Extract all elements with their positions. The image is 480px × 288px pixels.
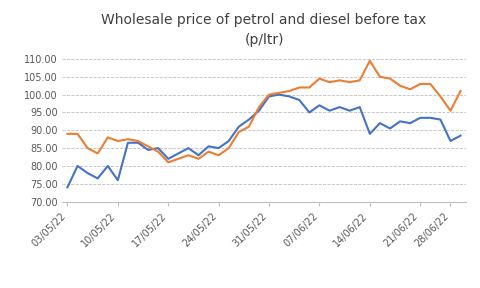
Diesel bbox=[195, 157, 201, 160]
Line: Petrol: Petrol bbox=[67, 95, 460, 187]
Diesel bbox=[205, 150, 211, 154]
Diesel bbox=[427, 82, 433, 86]
Petrol bbox=[407, 122, 413, 125]
Diesel bbox=[457, 89, 463, 93]
Petrol bbox=[84, 171, 90, 175]
Petrol bbox=[195, 154, 201, 157]
Petrol bbox=[457, 134, 463, 137]
Petrol bbox=[155, 146, 161, 150]
Petrol bbox=[357, 105, 362, 109]
Diesel bbox=[377, 75, 383, 79]
Petrol bbox=[246, 118, 252, 121]
Petrol bbox=[145, 148, 151, 151]
Petrol bbox=[236, 125, 241, 128]
Petrol bbox=[266, 95, 272, 98]
Title: Wholesale price of petrol and diesel before tax
(p/ltr): Wholesale price of petrol and diesel bef… bbox=[101, 13, 427, 46]
Diesel bbox=[125, 137, 131, 141]
Diesel bbox=[276, 91, 282, 94]
Petrol bbox=[135, 141, 141, 145]
Diesel bbox=[185, 154, 191, 157]
Petrol bbox=[74, 164, 80, 168]
Line: Diesel: Diesel bbox=[67, 61, 460, 162]
Petrol bbox=[347, 109, 352, 112]
Petrol bbox=[185, 146, 191, 150]
Diesel bbox=[296, 86, 302, 89]
Petrol bbox=[447, 139, 453, 143]
Diesel bbox=[437, 95, 443, 98]
Petrol bbox=[427, 116, 433, 120]
Petrol bbox=[105, 164, 110, 168]
Diesel bbox=[347, 80, 352, 84]
Diesel bbox=[216, 154, 221, 157]
Diesel bbox=[256, 105, 262, 109]
Diesel bbox=[226, 146, 231, 150]
Petrol bbox=[64, 185, 70, 189]
Diesel bbox=[417, 82, 423, 86]
Diesel bbox=[155, 150, 161, 154]
Petrol bbox=[387, 127, 393, 130]
Diesel bbox=[64, 132, 70, 136]
Diesel bbox=[357, 79, 362, 82]
Petrol bbox=[316, 104, 322, 107]
Diesel bbox=[286, 89, 292, 93]
Petrol bbox=[256, 109, 262, 112]
Petrol bbox=[417, 116, 423, 120]
Diesel bbox=[236, 130, 241, 134]
Diesel bbox=[447, 109, 453, 112]
Petrol bbox=[205, 145, 211, 148]
Petrol bbox=[397, 120, 403, 123]
Petrol bbox=[367, 132, 372, 136]
Petrol bbox=[125, 141, 131, 145]
Diesel bbox=[266, 93, 272, 96]
Petrol bbox=[115, 179, 120, 182]
Petrol bbox=[286, 95, 292, 98]
Diesel bbox=[176, 157, 181, 160]
Diesel bbox=[407, 88, 413, 91]
Diesel bbox=[326, 80, 332, 84]
Petrol bbox=[437, 118, 443, 121]
Diesel bbox=[95, 152, 101, 155]
Petrol bbox=[176, 152, 181, 155]
Petrol bbox=[377, 122, 383, 125]
Legend: Petrol, Diesel: Petrol, Diesel bbox=[191, 285, 337, 288]
Diesel bbox=[397, 84, 403, 88]
Petrol bbox=[306, 111, 312, 114]
Diesel bbox=[336, 79, 342, 82]
Diesel bbox=[367, 59, 372, 62]
Petrol bbox=[276, 93, 282, 96]
Diesel bbox=[246, 125, 252, 128]
Diesel bbox=[387, 77, 393, 80]
Petrol bbox=[326, 109, 332, 112]
Diesel bbox=[306, 86, 312, 89]
Diesel bbox=[145, 145, 151, 148]
Diesel bbox=[105, 136, 110, 139]
Diesel bbox=[135, 139, 141, 143]
Petrol bbox=[336, 105, 342, 109]
Diesel bbox=[165, 161, 171, 164]
Petrol bbox=[296, 98, 302, 102]
Petrol bbox=[226, 139, 231, 143]
Diesel bbox=[316, 77, 322, 80]
Diesel bbox=[115, 139, 120, 143]
Petrol bbox=[165, 157, 171, 160]
Diesel bbox=[74, 132, 80, 136]
Petrol bbox=[216, 146, 221, 150]
Diesel bbox=[84, 146, 90, 150]
Petrol bbox=[95, 177, 101, 180]
